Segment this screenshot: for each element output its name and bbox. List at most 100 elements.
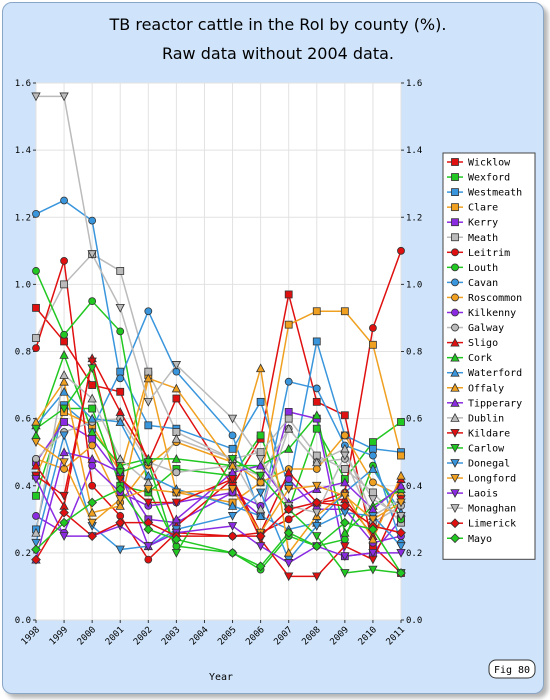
legend-entry-cavan: Cavan bbox=[468, 278, 498, 289]
data-point-kerry bbox=[88, 434, 97, 443]
data-point-wicklow bbox=[340, 411, 349, 420]
x-axis-label: Year bbox=[209, 672, 233, 683]
data-point-roscommon bbox=[88, 441, 97, 450]
legend-entry-longford: Longford bbox=[468, 474, 516, 485]
data-point-laois bbox=[227, 522, 238, 531]
legend-entry-kildare: Kildare bbox=[468, 428, 510, 439]
line-chart: TB reactor cattle in the RoI by county (… bbox=[15, 15, 536, 683]
data-point-leitrim bbox=[397, 246, 405, 255]
data-point-offaly bbox=[143, 373, 153, 383]
data-point-donegal bbox=[312, 522, 322, 531]
data-point-mayo bbox=[171, 534, 182, 545]
data-point-leitrim bbox=[32, 344, 40, 353]
data-point-laois bbox=[284, 559, 294, 568]
data-point-offaly bbox=[87, 507, 97, 517]
data-point-carlow bbox=[171, 548, 182, 558]
y-tick-label-left: 1.2 bbox=[15, 213, 31, 223]
legend: Wicklow Wexford Westmeath Clare Kerry Meath Le… bbox=[442, 152, 536, 560]
legend-marker-longford bbox=[450, 474, 460, 483]
series-markers bbox=[31, 92, 406, 582]
y-tick-label-right: 1.0 bbox=[406, 280, 422, 290]
data-point-kildare bbox=[171, 498, 182, 508]
data-point-louth bbox=[88, 297, 97, 306]
data-point-donegal bbox=[59, 431, 69, 441]
legend-marker-kildare bbox=[450, 428, 460, 438]
data-point-dublin bbox=[171, 433, 182, 443]
x-tick-label: 2002 bbox=[132, 625, 154, 647]
data-point-galway bbox=[172, 468, 181, 477]
legend-marker-limerick bbox=[450, 518, 460, 529]
chart-title: TB reactor cattle in the RoI by county (… bbox=[109, 15, 447, 34]
data-point-wicklow bbox=[32, 303, 40, 312]
data-point-cork bbox=[312, 410, 322, 420]
data-point-westmeath bbox=[369, 444, 377, 453]
data-point-monaghan bbox=[115, 303, 125, 313]
x-tick-label: 1999 bbox=[48, 625, 70, 647]
figure-label-badge: Fig 80 bbox=[488, 659, 536, 679]
y-tick-label-left: 0.4 bbox=[15, 482, 31, 492]
chart-subtitle: Raw data without 2004 data. bbox=[162, 44, 394, 63]
data-point-laois bbox=[396, 548, 406, 558]
legend-entry-dublin: Dublin bbox=[468, 413, 504, 424]
data-point-waterford bbox=[115, 417, 125, 426]
data-point-cavan bbox=[312, 384, 321, 393]
data-point-carlow bbox=[87, 364, 97, 374]
data-point-carlow bbox=[368, 565, 378, 575]
legend-entry-kilkenny: Kilkenny bbox=[468, 308, 516, 319]
data-point-meath bbox=[284, 414, 293, 423]
data-point-longford bbox=[312, 481, 322, 491]
data-point-louth bbox=[340, 535, 349, 544]
data-point-offaly bbox=[255, 363, 266, 373]
data-point-limerick bbox=[339, 501, 350, 511]
legend-entry-offaly: Offaly bbox=[468, 383, 504, 394]
data-point-longford bbox=[31, 438, 41, 447]
y-tick-label-left: 0.2 bbox=[15, 549, 31, 559]
data-point-longford bbox=[396, 498, 406, 508]
legend-marker-louth bbox=[451, 263, 459, 272]
data-point-cork bbox=[340, 527, 350, 537]
data-point-cork bbox=[171, 454, 182, 463]
legend-entry-carlow: Carlow bbox=[468, 443, 505, 454]
data-point-clare bbox=[284, 320, 293, 329]
data-point-limerick bbox=[227, 531, 238, 541]
legend-marker-wicklow bbox=[451, 158, 459, 166]
data-point-mayo bbox=[396, 568, 406, 578]
data-point-mayo bbox=[283, 527, 294, 538]
data-point-leitrim bbox=[88, 481, 97, 490]
data-point-sligo bbox=[115, 407, 125, 416]
data-point-kilkenny bbox=[88, 461, 97, 470]
data-point-mayo bbox=[87, 497, 98, 508]
data-point-donegal bbox=[396, 542, 406, 552]
data-point-laois bbox=[59, 532, 69, 541]
data-point-carlow bbox=[227, 454, 238, 464]
legend-marker-waterford bbox=[450, 367, 460, 377]
data-point-kildare bbox=[87, 357, 97, 367]
data-point-limerick bbox=[115, 517, 126, 528]
data-point-wexford bbox=[256, 431, 265, 440]
data-point-carlow bbox=[340, 569, 350, 578]
data-point-westmeath bbox=[256, 397, 265, 406]
data-point-cavan bbox=[369, 451, 377, 460]
data-point-monaghan bbox=[59, 92, 69, 102]
data-point-wicklow bbox=[172, 394, 181, 403]
x-tick-label: 2001 bbox=[104, 625, 126, 647]
data-point-cavan bbox=[32, 209, 40, 218]
data-point-cavan bbox=[144, 307, 153, 316]
y-tick-label-right: 0.2 bbox=[406, 549, 422, 559]
data-point-kerry bbox=[284, 408, 293, 416]
data-point-offaly bbox=[368, 534, 378, 544]
y-tick-label-right: 1.6 bbox=[406, 79, 422, 89]
data-point-donegal bbox=[31, 538, 41, 548]
legend-marker-offaly bbox=[450, 382, 460, 392]
x-tick-label: 2005 bbox=[216, 625, 238, 647]
legend-entry-wicklow: Wicklow bbox=[468, 158, 511, 169]
data-point-mayo bbox=[227, 548, 238, 558]
data-point-roscommon bbox=[312, 465, 321, 473]
data-point-monaghan bbox=[31, 92, 41, 102]
data-point-louth bbox=[32, 267, 40, 275]
data-point-kildare bbox=[143, 498, 153, 508]
data-point-longford bbox=[340, 491, 350, 501]
legend-marker-dublin bbox=[450, 413, 460, 422]
data-point-waterford bbox=[368, 464, 378, 473]
data-point-roscommon bbox=[369, 478, 377, 487]
